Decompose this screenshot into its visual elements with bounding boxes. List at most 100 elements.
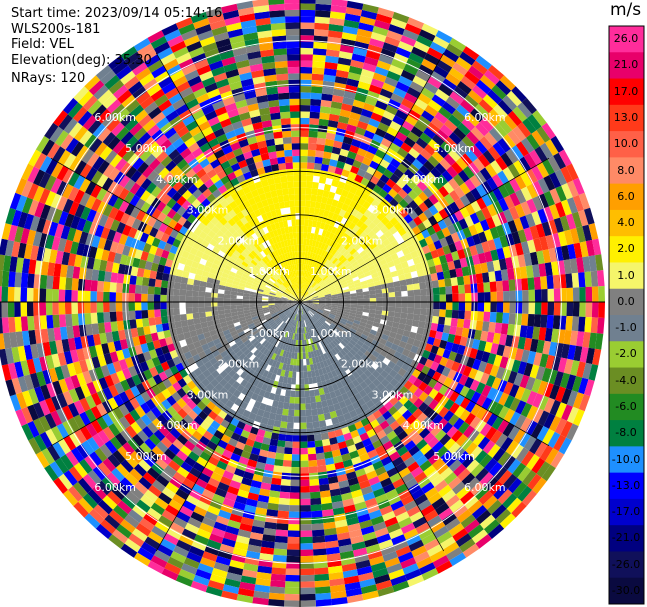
velocity-gate xyxy=(17,242,27,259)
velocity-gate xyxy=(290,326,294,333)
velocity-gate xyxy=(167,343,176,353)
velocity-gate xyxy=(289,294,296,299)
velocity-gate xyxy=(361,315,369,321)
velocity-gate xyxy=(242,296,250,300)
velocity-gate xyxy=(323,289,330,293)
velocity-gate xyxy=(403,380,414,390)
velocity-gate xyxy=(268,297,275,300)
velocity-gate xyxy=(340,317,348,323)
velocity-gate xyxy=(375,293,383,298)
velocity-gate xyxy=(297,340,300,347)
velocity-gate xyxy=(150,502,165,516)
velocity-gate xyxy=(576,226,586,243)
velocity-gate xyxy=(181,200,192,210)
velocity-gate xyxy=(474,221,484,234)
velocity-gate xyxy=(92,156,105,171)
velocity-gate xyxy=(420,302,428,309)
velocity-gate xyxy=(189,348,199,357)
velocity-gate xyxy=(101,113,116,128)
velocity-gate xyxy=(396,328,405,336)
velocity-gate xyxy=(406,313,414,320)
velocity-gate xyxy=(133,463,147,477)
velocity-gate xyxy=(26,358,37,375)
velocity-gate xyxy=(179,256,188,265)
velocity-gate xyxy=(248,252,256,260)
velocity-gate xyxy=(240,346,249,353)
velocity-gate xyxy=(362,437,373,448)
velocity-gate xyxy=(509,192,521,207)
velocity-gate xyxy=(256,309,264,314)
velocity-gate xyxy=(491,504,507,520)
velocity-gate xyxy=(97,237,107,250)
velocity-gate xyxy=(500,323,509,335)
velocity-gate xyxy=(135,174,147,187)
velocity-gate xyxy=(204,511,218,522)
velocity-gate xyxy=(353,243,362,251)
velocity-gate xyxy=(355,330,363,337)
velocity-gate xyxy=(291,460,300,468)
velocity-gate xyxy=(281,305,288,308)
velocity-gate xyxy=(421,365,431,376)
velocity-gate xyxy=(251,371,259,379)
velocity-gate xyxy=(427,76,442,89)
velocity-gate xyxy=(498,392,509,406)
velocity-gate xyxy=(354,420,364,430)
velocity-gate xyxy=(84,408,97,423)
velocity-gate xyxy=(307,258,312,266)
velocity-gate xyxy=(279,313,286,318)
velocity-gate xyxy=(526,405,538,421)
velocity-gate xyxy=(571,211,583,228)
velocity-gate xyxy=(233,277,241,283)
velocity-gate xyxy=(309,252,314,259)
velocity-gate xyxy=(464,94,479,109)
velocity-gate xyxy=(422,187,434,198)
velocity-gate xyxy=(138,259,147,269)
velocity-gate xyxy=(204,234,213,244)
velocity-gate xyxy=(338,195,347,204)
velocity-gate xyxy=(201,516,216,528)
velocity-gate xyxy=(467,162,480,175)
velocity-gate xyxy=(239,279,247,285)
velocity-gate xyxy=(423,127,436,139)
velocity-gate xyxy=(120,543,138,558)
velocity-gate xyxy=(82,114,97,131)
velocity-gate xyxy=(48,367,59,383)
velocity-gate xyxy=(310,497,322,506)
velocity-gate xyxy=(475,122,489,137)
velocity-gate xyxy=(416,153,428,166)
velocity-gate xyxy=(314,227,320,235)
velocity-gate xyxy=(355,34,371,45)
velocity-gate xyxy=(206,193,216,203)
velocity-gate xyxy=(400,285,408,292)
velocity-gate xyxy=(380,477,393,488)
velocity-gate xyxy=(278,497,290,506)
velocity-gate xyxy=(492,332,501,345)
velocity-gate xyxy=(158,515,173,528)
velocity-gate xyxy=(55,339,64,354)
velocity-gate xyxy=(304,277,307,284)
velocity-gate xyxy=(251,363,259,372)
velocity-gate xyxy=(115,243,125,255)
velocity-gate xyxy=(307,371,312,378)
velocity-gate xyxy=(479,74,496,90)
velocity-gate xyxy=(189,330,198,338)
velocity-gate xyxy=(152,254,161,265)
velocity-gate xyxy=(441,332,450,342)
velocity-gate xyxy=(328,23,344,33)
velocity-gate xyxy=(142,119,156,132)
velocity-gate xyxy=(84,279,92,291)
velocity-gate xyxy=(252,257,260,264)
velocity-gate xyxy=(346,191,355,201)
velocity-gate xyxy=(142,472,156,485)
velocity-gate xyxy=(50,426,64,442)
velocity-gate xyxy=(321,87,334,95)
velocity-gate xyxy=(267,317,274,323)
velocity-gate xyxy=(380,545,396,556)
velocity-gate xyxy=(234,336,242,344)
velocity-gate xyxy=(345,438,355,447)
velocity-gate xyxy=(1,317,10,334)
velocity-gate xyxy=(331,331,338,338)
velocity-gate xyxy=(244,312,251,317)
velocity-gate xyxy=(241,336,249,344)
velocity-gate xyxy=(206,221,215,230)
